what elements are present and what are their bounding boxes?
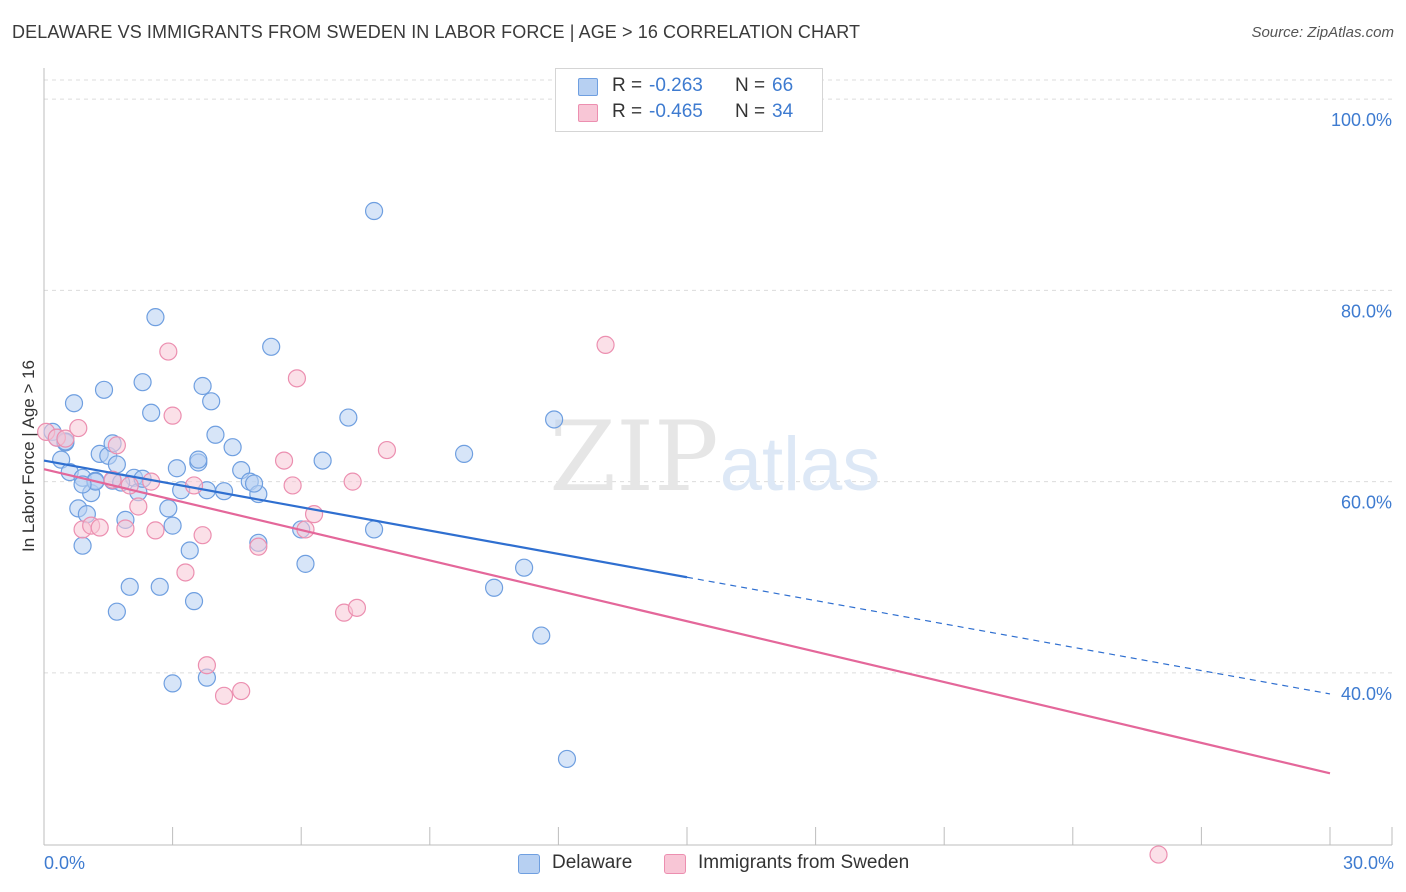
legend-n-value-delaware: 66 xyxy=(772,75,794,96)
sweden-point xyxy=(107,436,126,455)
trend-lines xyxy=(43,459,1331,775)
legend-n-value-sweden: 34 xyxy=(772,101,794,122)
chart-title: DELAWARE VS IMMIGRANTS FROM SWEDEN IN LA… xyxy=(12,22,861,42)
axes xyxy=(43,68,1393,846)
y-tick-label: 80.0% xyxy=(1341,301,1392,321)
sweden-point xyxy=(1149,845,1168,864)
delaware-point xyxy=(184,592,204,611)
delaware-point xyxy=(189,450,208,469)
bottom-legend-label-sweden: Immigrants from Sweden xyxy=(698,852,910,873)
bottom-legend-swatch-sweden xyxy=(664,854,686,874)
delaware-point xyxy=(133,373,152,392)
delaware-point xyxy=(515,558,534,577)
sweden-point xyxy=(377,440,397,460)
bottom-legend-swatch-delaware xyxy=(518,854,540,874)
legend-r-value-sweden: -0.465 xyxy=(649,101,703,122)
sweden-point xyxy=(163,406,182,425)
sweden-point xyxy=(184,476,204,495)
sweden-point xyxy=(283,476,302,495)
delaware-point xyxy=(244,474,264,493)
watermark: ZIP atlas xyxy=(549,401,880,513)
delaware-point xyxy=(73,536,92,555)
tick-labels: 40.0% 60.0% 80.0% 100.0% 0.0% 30.0% xyxy=(44,110,1394,873)
correlation-legend: R = -0.263 N = 66 R = -0.465 N = 34 xyxy=(555,68,823,132)
sweden-point xyxy=(90,518,109,537)
delaware-point xyxy=(142,403,161,422)
y-tick-label: 40.0% xyxy=(1341,684,1392,704)
sweden-point xyxy=(232,681,251,701)
x-tick-label-min: 0.0% xyxy=(44,853,85,873)
delaware-point xyxy=(167,459,186,478)
sweden-point xyxy=(347,598,367,617)
delaware-point xyxy=(163,516,182,535)
legend-r-value-delaware: -0.263 xyxy=(649,75,703,96)
delaware-trendline xyxy=(43,459,688,579)
data-points xyxy=(37,201,1168,864)
delaware-point xyxy=(180,541,199,560)
sweden-point xyxy=(287,369,307,388)
y-tick-label: 60.0% xyxy=(1341,493,1392,513)
sweden-point xyxy=(249,537,268,556)
bottom-legend-label-delaware: Delaware xyxy=(552,852,633,873)
delaware-point xyxy=(454,444,474,463)
sweden-point xyxy=(197,656,216,675)
sweden-point xyxy=(176,563,195,582)
delaware-trendline-extension xyxy=(686,576,1331,695)
legend-swatch-sweden xyxy=(578,104,598,122)
legend-n-label: N = xyxy=(735,75,766,96)
delaware-point xyxy=(485,578,504,597)
delaware-point xyxy=(262,337,281,356)
delaware-point xyxy=(296,554,315,573)
legend-r-label: R = xyxy=(612,101,643,122)
legend-r-label: R = xyxy=(612,75,643,96)
delaware-point xyxy=(159,499,178,518)
delaware-point xyxy=(223,438,242,457)
sweden-point xyxy=(596,335,615,354)
delaware-point xyxy=(206,425,225,444)
sweden-point xyxy=(69,418,88,438)
delaware-point xyxy=(339,408,358,427)
sweden-point xyxy=(146,521,165,540)
y-tick-label: 100.0% xyxy=(1331,110,1392,130)
grid-lines xyxy=(44,79,1392,674)
watermark-atlas: atlas xyxy=(720,422,881,507)
y-axis-label: In Labor Force | Age > 16 xyxy=(19,360,38,552)
sweden-point xyxy=(129,497,148,516)
sweden-trendline xyxy=(43,468,1331,775)
delaware-point xyxy=(202,392,221,411)
delaware-point xyxy=(532,626,551,645)
delaware-point xyxy=(557,749,577,769)
delaware-point xyxy=(163,674,182,693)
delaware-point xyxy=(364,520,384,539)
series-sweden-points xyxy=(37,335,1168,864)
sweden-point xyxy=(159,342,178,361)
delaware-point xyxy=(146,308,165,327)
delaware-point xyxy=(193,376,212,396)
sweden-point xyxy=(193,526,212,545)
legend-n-label: N = xyxy=(735,101,766,122)
x-tick-label-max: 30.0% xyxy=(1343,853,1394,873)
sweden-point xyxy=(343,472,362,491)
delaware-point xyxy=(64,394,84,413)
delaware-point xyxy=(364,201,384,221)
sweden-point xyxy=(56,429,75,448)
watermark-zip: ZIP xyxy=(549,401,718,513)
delaware-point xyxy=(107,455,126,474)
delaware-point xyxy=(313,451,332,470)
legend-swatch-delaware xyxy=(578,78,598,96)
delaware-point xyxy=(94,380,114,399)
delaware-point xyxy=(150,577,169,596)
sweden-point xyxy=(274,451,294,470)
sweden-point xyxy=(214,686,234,705)
delaware-point xyxy=(120,577,139,596)
delaware-point xyxy=(545,410,564,429)
source-label: Source: ZipAtlas.com xyxy=(1251,24,1394,41)
delaware-point xyxy=(107,602,126,621)
sweden-point xyxy=(116,519,135,538)
